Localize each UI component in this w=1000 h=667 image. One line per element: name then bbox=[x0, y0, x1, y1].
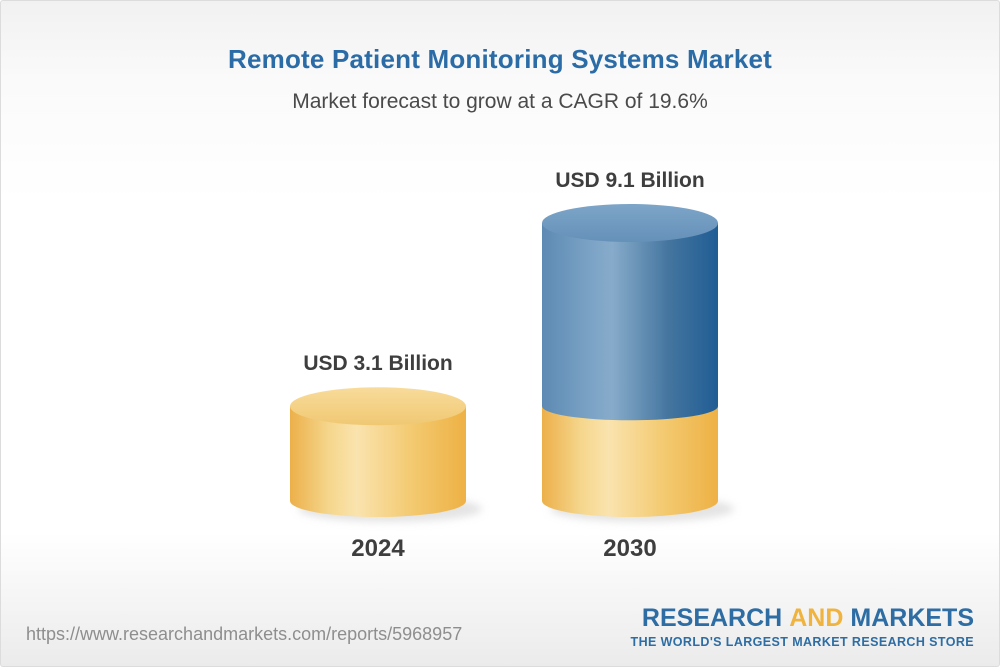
value-label-2030: USD 9.1 Billion bbox=[555, 169, 705, 192]
yellow-cylinder-top bbox=[290, 387, 466, 426]
yellow-segment bbox=[290, 406, 466, 517]
brand-tagline: THE WORLD'S LARGEST MARKET RESEARCH STOR… bbox=[630, 634, 974, 649]
brand-word-research: RESEARCH bbox=[641, 603, 783, 632]
brand-logo-wordmark: RESEARCH AND MARKETS bbox=[631, 603, 974, 632]
value-label-2024: USD 3.1 Billion bbox=[303, 352, 453, 376]
year-label-2024: 2024 bbox=[351, 535, 405, 562]
brand-logo: RESEARCH AND MARKETS THE WORLD'S LARGEST M… bbox=[630, 603, 974, 649]
yellow-segment bbox=[542, 406, 718, 517]
year-label-2030: 2030 bbox=[603, 535, 657, 562]
brand-word-markets: MARKETS bbox=[850, 603, 974, 632]
brand-word-and: AND bbox=[789, 603, 844, 632]
bar-2030 bbox=[542, 204, 734, 522]
blue-cylinder-top bbox=[542, 204, 718, 242]
chart-title: Remote Patient Monitoring Systems Market bbox=[228, 44, 772, 74]
blue-segment bbox=[542, 223, 719, 421]
bar-2024 bbox=[290, 387, 482, 522]
chart-subtitle: Market forecast to grow at a CAGR of 19.… bbox=[292, 90, 708, 113]
report-url: https://www.researchandmarkets.com/repor… bbox=[26, 624, 463, 644]
